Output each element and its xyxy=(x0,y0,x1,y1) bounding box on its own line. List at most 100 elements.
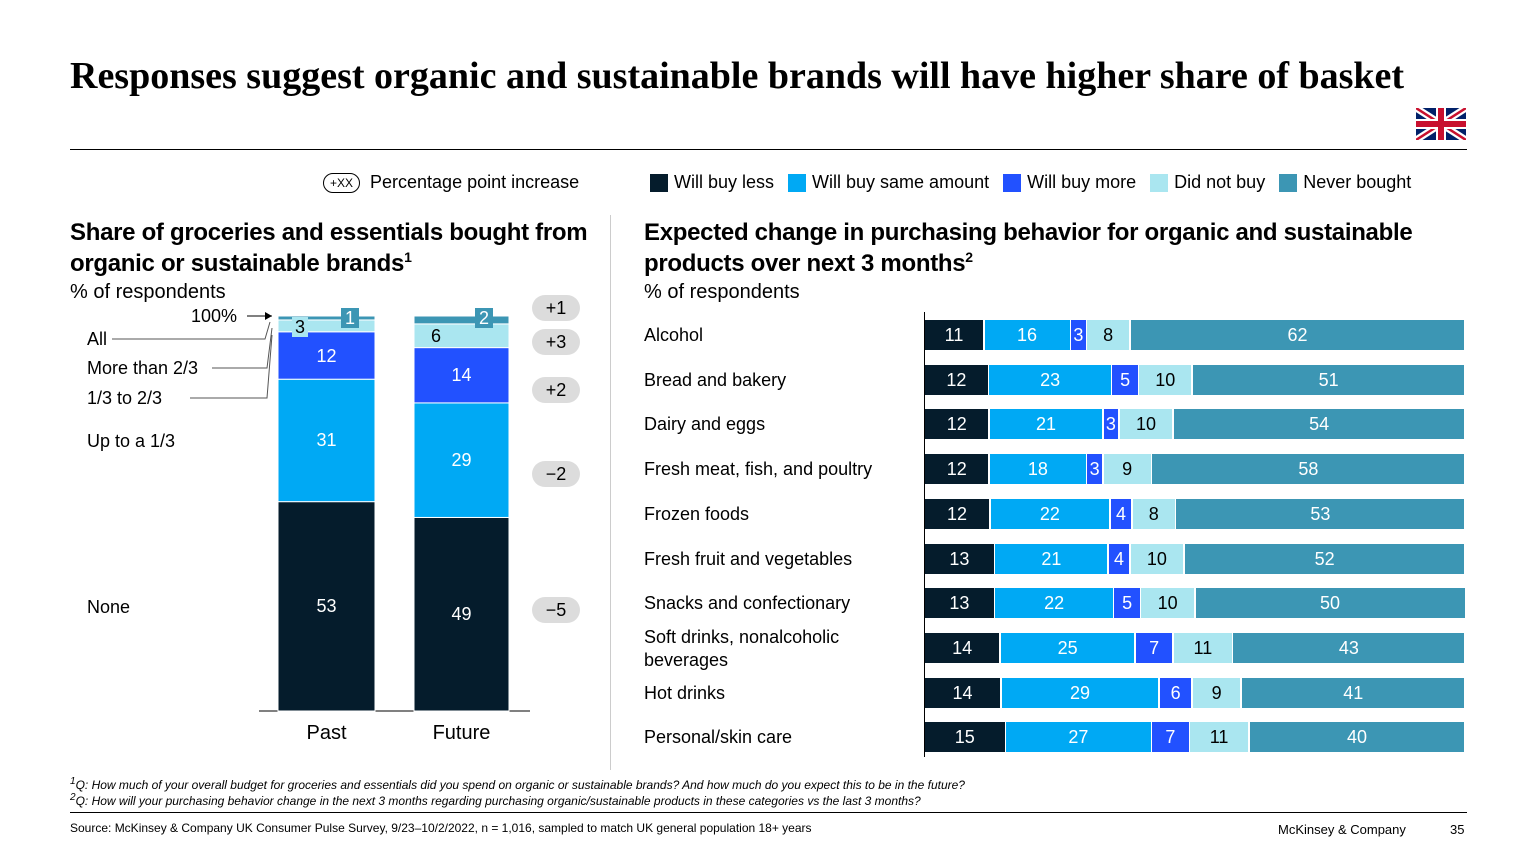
leader-line xyxy=(190,334,273,399)
bar-segment xyxy=(413,315,510,325)
right-chart-title: Expected change in purchasing behavior f… xyxy=(644,219,1413,277)
left-chart xyxy=(112,312,530,712)
bar-segment: 12 xyxy=(925,364,988,395)
source-note: Source: McKinsey & Company UK Consumer P… xyxy=(70,821,812,835)
x-tick-label: Past xyxy=(306,722,347,744)
bar-segment: 51 xyxy=(1192,364,1465,395)
pp-legend: +XX Percentage point increase xyxy=(323,172,579,193)
legend-item: Will buy more xyxy=(1003,172,1136,193)
bar-segment: 12 xyxy=(925,454,989,485)
bar-segment: 11 xyxy=(1190,722,1249,753)
page-number: 35 xyxy=(1450,822,1465,837)
bar-value-label: 29 xyxy=(451,450,472,471)
bar-segment: 21 xyxy=(995,543,1108,574)
pp-badge: +XX xyxy=(323,172,361,193)
bar-segment: 10 xyxy=(1139,364,1192,395)
bar-segment: 40 xyxy=(1249,722,1465,753)
bar-segment: 7 xyxy=(1135,632,1173,663)
bar-segment: 13 xyxy=(925,543,994,574)
bar-segment: 3 xyxy=(1103,409,1119,440)
legend-item: Will buy same amount xyxy=(788,172,989,193)
bar-segment: 12 xyxy=(925,498,990,529)
bar-segment: 10 xyxy=(1130,543,1184,574)
series-label: Up to a 1/3 xyxy=(87,431,176,451)
leader-line xyxy=(212,327,273,369)
x-tick-label: Future xyxy=(432,722,491,744)
bar-segment: 7 xyxy=(1152,722,1189,753)
legend-swatch xyxy=(1279,173,1298,192)
bar-segment: 22 xyxy=(990,498,1110,529)
bar-value-label: 31 xyxy=(316,430,337,451)
bar-segment: 11 xyxy=(925,320,983,350)
bar-segment: 23 xyxy=(989,364,1111,395)
bar-segment: 15 xyxy=(925,722,1005,753)
category-label: Alcohol xyxy=(644,325,704,345)
panel-divider xyxy=(610,215,611,770)
category-label: Snacks and confectionary xyxy=(644,593,851,614)
bar-segment: 12 xyxy=(925,409,989,440)
series-label: More than 2/3 xyxy=(87,358,199,378)
legend-label: Will buy more xyxy=(1027,172,1137,192)
footnote-2: 2Q: How will your purchasing behavior ch… xyxy=(70,792,921,809)
bar-value-label: 53 xyxy=(316,596,337,617)
series-label: None xyxy=(87,597,131,617)
bar-segment: 14 xyxy=(925,677,1000,708)
left-chart-subtitle: % of respondents xyxy=(70,281,226,303)
bar-value-label: 3 xyxy=(292,316,309,337)
right-chart-subtitle: % of respondents xyxy=(644,281,800,303)
bar-segment: 62 xyxy=(1130,320,1465,350)
change-badge: +1 xyxy=(532,295,580,321)
change-badge: +3 xyxy=(532,329,580,355)
bar-segment: 50 xyxy=(1195,588,1465,619)
right-axis xyxy=(924,312,925,757)
bar-segment: 58 xyxy=(1152,454,1465,485)
legend: Will buy less Will buy same amount Will bu… xyxy=(650,172,1411,193)
top-marker-label: 100% xyxy=(191,306,238,326)
bar-value-label: 14 xyxy=(451,365,472,386)
footnote-1: 1Q: How much of your overall budget for … xyxy=(70,776,965,793)
page-title: Responses suggest organic and sustainabl… xyxy=(70,55,1405,97)
bar-segment: 27 xyxy=(1006,722,1151,753)
bar-segment: 9 xyxy=(1103,454,1151,485)
legend-item: Did not buy xyxy=(1150,172,1265,193)
pp-label: Percentage point increase xyxy=(370,172,580,192)
bar-segment: 6 xyxy=(1159,677,1192,708)
bar-segment: 5 xyxy=(1112,364,1138,395)
category-label: Dairy and eggs xyxy=(644,414,766,435)
left-chart-title: Share of groceries and essentials bought… xyxy=(70,219,588,277)
bar-segment: 52 xyxy=(1184,543,1465,574)
category-label: Hot drinks xyxy=(644,682,726,703)
category-label: Fresh meat, fish, and poultry xyxy=(644,459,873,480)
legend-label: Will buy less xyxy=(674,172,775,192)
legend-label: Never bought xyxy=(1303,172,1412,192)
uk-flag-icon xyxy=(1416,108,1466,140)
legend-swatch xyxy=(1003,173,1022,192)
bar-value-label: 1 xyxy=(341,308,360,328)
series-label: All xyxy=(87,329,108,349)
legend-swatch xyxy=(1150,173,1169,192)
bar-segment: 53 xyxy=(1176,498,1465,529)
brand-label: McKinsey & Company xyxy=(1278,822,1406,837)
bar-value-label: 2 xyxy=(475,308,494,328)
arrow-head xyxy=(265,312,272,320)
bar-segment: 3 xyxy=(1087,454,1103,485)
bar-segment: 4 xyxy=(1110,498,1132,529)
bar-segment: 9 xyxy=(1192,677,1241,708)
legend-swatch xyxy=(788,173,807,192)
bar-segment: 5 xyxy=(1114,588,1140,619)
change-badge: +2 xyxy=(532,377,580,403)
bar-segment: 18 xyxy=(989,454,1086,485)
category-label: Bread and bakery xyxy=(644,369,787,390)
series-label: 1/3 to 2/3 xyxy=(87,388,163,408)
bar-segment: 41 xyxy=(1241,677,1465,708)
bar-value-label: 12 xyxy=(316,345,337,366)
legend-label: Did not buy xyxy=(1174,172,1266,192)
legend-item: Will buy less xyxy=(650,172,774,193)
category-label: Soft drinks, nonalcoholic beverages xyxy=(644,626,840,670)
bar-segment: 13 xyxy=(925,588,994,619)
bar-segment: 16 xyxy=(984,320,1070,350)
legend-item: Never bought xyxy=(1279,172,1411,193)
category-label: Fresh fruit and vegetables xyxy=(644,548,853,569)
bar-segment: 22 xyxy=(995,588,1113,619)
legend-label: Will buy same amount xyxy=(812,172,990,192)
